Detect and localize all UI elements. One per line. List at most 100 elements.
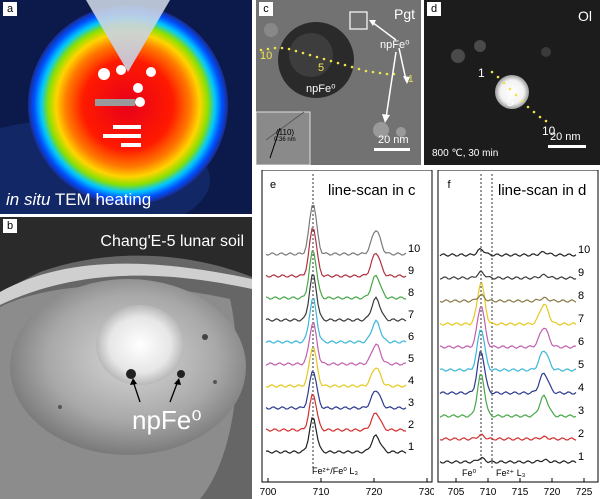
f-spectrum-label-3: 3 bbox=[578, 405, 584, 417]
panel-label-f: f bbox=[442, 178, 456, 192]
e-spectrum-9 bbox=[265, 227, 407, 278]
f-x-tick-label-720: 720 bbox=[544, 487, 561, 498]
eels-spectra-e: 1 2 3 4 5 6 7 8 9 10 700 710 720 730 bbox=[260, 170, 434, 498]
lunar-soil-micrograph bbox=[0, 217, 252, 499]
bright-glass-bleb bbox=[96, 305, 184, 385]
mineral-label-pgt: Pgt bbox=[393, 6, 415, 22]
e-spectrum-6 bbox=[265, 297, 407, 344]
e-spectrum-2 bbox=[265, 393, 407, 432]
lattice-spacing: 0.36 nm bbox=[274, 137, 296, 143]
f-spectrum-label-10: 10 bbox=[578, 244, 590, 256]
e-spectrum-label-5: 5 bbox=[408, 353, 414, 365]
e-spectrum-label-3: 3 bbox=[408, 397, 414, 409]
e-spectrum-label-10: 10 bbox=[408, 243, 420, 255]
f-spectrum-label-7: 7 bbox=[578, 313, 584, 325]
e-spectrum-4 bbox=[265, 347, 407, 388]
f-spectrum-8 bbox=[439, 293, 577, 303]
caption-italic: in situ bbox=[6, 190, 51, 209]
e-spectrum-1 bbox=[265, 417, 407, 454]
e-spectrum-10 bbox=[265, 204, 407, 256]
e-spectrum-label-8: 8 bbox=[408, 287, 414, 299]
npfe-annotation: npFe⁰ bbox=[132, 405, 202, 435]
panel-label-e: e bbox=[266, 178, 280, 192]
e-spectrum-8 bbox=[265, 250, 407, 300]
heating-schematic-graphic bbox=[0, 0, 252, 214]
line-d-mid: 5 bbox=[507, 95, 514, 109]
f-x-tick-label-725: 725 bbox=[576, 487, 593, 498]
f-spectrum-3 bbox=[439, 373, 577, 418]
peak-label-e: Fe²⁺/Fe⁰ L₃ bbox=[312, 466, 359, 476]
f-spectrum-1 bbox=[439, 456, 577, 464]
f-spectrum-7 bbox=[439, 282, 577, 326]
e-spectrum-label-6: 6 bbox=[408, 331, 414, 343]
e-x-tick-label-700: 700 bbox=[260, 487, 277, 498]
f-spectrum-4 bbox=[439, 350, 577, 395]
f-x-tick-label-715: 715 bbox=[512, 487, 529, 498]
panel-label-d: d bbox=[427, 2, 441, 16]
f-spectrum-10 bbox=[439, 247, 577, 257]
particle-label: npFe⁰ bbox=[306, 83, 336, 95]
panel-f-spectra: 1 2 3 4 5 6 7 8 9 10 705 710 715 720 725 f line-scan … bbox=[436, 170, 600, 499]
panel-b-lunar-soil-image: b Chang'E-5 lunar soil npFe⁰ bbox=[0, 217, 252, 499]
tem-image-ol bbox=[424, 0, 600, 165]
panel-a-caption: in situ TEM heating bbox=[6, 190, 151, 210]
electron-beam-cone bbox=[86, 0, 170, 72]
scale-bar-d-label: 20 nm bbox=[550, 131, 581, 143]
tem-image-pgt bbox=[256, 0, 421, 165]
eels-spectra-f: 1 2 3 4 5 6 7 8 9 10 705 710 715 720 725 bbox=[437, 170, 599, 498]
npfe-arrow-label: npFe⁰ bbox=[380, 39, 410, 51]
panel-label-b: b bbox=[3, 219, 17, 233]
e-spectrum-label-7: 7 bbox=[408, 309, 414, 321]
e-spectrum-label-1: 1 bbox=[408, 441, 414, 453]
heating-condition: 800 ℃, 30 min bbox=[432, 148, 499, 159]
lattice-plane-label: (110) bbox=[276, 128, 295, 137]
caption-rest: TEM heating bbox=[50, 190, 152, 209]
panel-label-a: a bbox=[3, 2, 17, 16]
panel-b-title: Chang'E-5 lunar soil bbox=[100, 233, 244, 250]
f-spectrum-label-4: 4 bbox=[578, 382, 584, 394]
plot-frame-f bbox=[437, 170, 599, 483]
e-spectrum-5 bbox=[265, 322, 407, 366]
e-x-tick-label-730: 730 bbox=[419, 487, 434, 498]
f-spectrum-label-9: 9 bbox=[578, 267, 584, 279]
line-c-end: 1 bbox=[408, 74, 414, 85]
f-spectrum-label-1: 1 bbox=[578, 451, 584, 463]
scale-bar-c-label: 20 nm bbox=[378, 134, 409, 146]
mineral-label-ol: Ol bbox=[578, 8, 592, 24]
line-c-start: 10 bbox=[260, 50, 273, 62]
f-spectrum-2 bbox=[439, 433, 577, 441]
e-x-tick-label-710: 710 bbox=[313, 487, 330, 498]
f-spectrum-label-5: 5 bbox=[578, 359, 584, 371]
line-scan-path-d bbox=[490, 70, 548, 123]
e-spectrum-label-9: 9 bbox=[408, 265, 414, 277]
peak-label-f-b: Fe²⁺ L₃ bbox=[496, 468, 526, 478]
line-scan-title-f: line-scan in d bbox=[498, 182, 587, 199]
panel-label-c: c bbox=[259, 2, 273, 16]
f-spectrum-label-6: 6 bbox=[578, 336, 584, 348]
f-x-tick-label-710: 710 bbox=[480, 487, 497, 498]
plot-frame-e bbox=[261, 170, 433, 483]
line-scan-title-e: line-scan in c bbox=[328, 182, 416, 199]
f-spectrum-label-2: 2 bbox=[578, 428, 584, 440]
panel-e-spectra: 1 2 3 4 5 6 7 8 9 10 700 710 720 730 e line-scan in … bbox=[256, 170, 434, 499]
f-spectrum-9 bbox=[439, 270, 577, 280]
line-d-end: 10 bbox=[542, 124, 556, 138]
peak-label-f-a: Fe⁰ bbox=[462, 468, 477, 478]
panel-a-heating-schematic: a in situ TEM heating bbox=[0, 0, 252, 214]
e-spectrum-label-4: 4 bbox=[408, 375, 414, 387]
f-spectrum-6 bbox=[439, 306, 577, 349]
line-c-mid: 5 bbox=[318, 62, 325, 74]
panel-d-tem-ol: d Ol 1 5 10 800 ℃, 30 min 20 nm bbox=[424, 0, 600, 165]
e-spectrum-7 bbox=[265, 274, 407, 322]
f-spectrum-label-8: 8 bbox=[578, 290, 584, 302]
e-spectrum-3 bbox=[265, 371, 407, 410]
e-x-tick-label-720: 720 bbox=[366, 487, 383, 498]
line-d-start: 1 bbox=[478, 66, 485, 80]
lattice-inset bbox=[256, 111, 311, 165]
line-scan-path-c bbox=[259, 46, 396, 76]
f-spectrum-5 bbox=[439, 329, 577, 372]
panel-c-tem-pgt: c Pgt npFe⁰ npFe⁰ 10 5 1 (110) 0.36 nm 2… bbox=[256, 0, 421, 165]
sample-lamella bbox=[95, 99, 135, 106]
f-x-tick-label-705: 705 bbox=[448, 487, 465, 498]
e-spectrum-label-2: 2 bbox=[408, 419, 414, 431]
